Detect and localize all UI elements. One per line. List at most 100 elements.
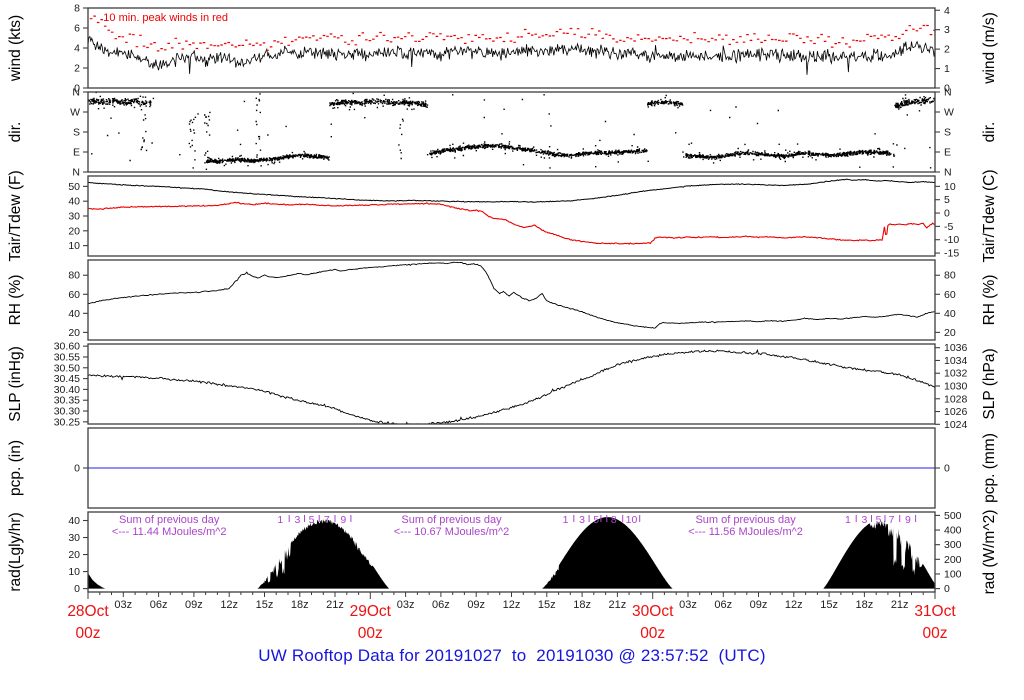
svg-text:00z: 00z [76,625,101,642]
svg-text:29Oct: 29Oct [350,603,392,620]
rad-hour-mark-label: 7 [889,514,895,526]
svg-text:30Oct: 30Oct [632,603,674,620]
sum-line2: <--- 11.44 MJoules/m^2 [112,526,227,538]
rad-ylabel-left: rad(Lgly/hr) [7,512,24,591]
rad-sum-annotation-1: Sum of previous day<--- 11.44 MJoules/m^… [112,514,227,538]
rad-area-day1 [257,519,390,589]
svg-text:0: 0 [74,83,80,95]
hour-label: 06z [432,599,450,611]
svg-text:30.40: 30.40 [54,384,80,396]
svg-text:500: 500 [944,510,962,522]
svg-text:5: 5 [944,194,950,206]
hour-label: 12z [220,599,238,611]
wind-peak-legend: 10 min. peak winds in red [103,12,228,24]
temp-tair-line [88,178,935,203]
svg-text:6: 6 [74,23,80,35]
dir-scatter-sparse [91,93,932,170]
svg-text:30.50: 30.50 [54,362,80,374]
svg-text:60: 60 [944,289,956,301]
rad-hour-mark-label: 5 [593,514,599,526]
svg-text:-10: -10 [944,234,959,246]
svg-text:N: N [944,167,952,179]
wind-content [88,15,935,75]
rh-content [88,261,935,329]
svg-text:300: 300 [944,539,962,551]
svg-text:3: 3 [944,24,950,36]
pcp-left-axis: 0 [74,463,88,475]
svg-text:N: N [72,167,80,179]
slp-panel-border [87,343,936,425]
svg-text:80: 80 [68,270,80,282]
rad-hour-mark-label: 3 [579,514,585,526]
svg-text:80: 80 [944,270,956,282]
rad-content [88,517,935,589]
day-label-29oct: 29Oct 00z [350,603,392,642]
hour-label: 21z [891,599,909,611]
temp-tdew-line [88,201,935,245]
svg-text:1: 1 [944,63,950,75]
rad-hour-mark-label: 9 [340,514,346,526]
rad-right-axis: 0 100 200 300 400 500 [935,510,962,595]
dir-scatter-ene-day1 [205,150,330,167]
rad-hour-mark-label: 9 [905,514,911,526]
temp-ylabel-right: Tair/Tdew (C) [981,169,998,262]
hour-label: 12z [785,599,803,611]
rad-hour-mark-label: 8 [611,514,617,526]
wind-wind-peaks-dashes [89,15,935,52]
temp-left-axis: 10 20 30 40 50 [68,181,88,252]
hour-label: 21z [326,599,344,611]
hour-label: 12z [503,599,521,611]
pcp-ylabel-right: pcp. (mm) [981,433,998,503]
dir-scatter-nw-night1 [329,92,429,111]
svg-text:1030: 1030 [944,380,968,392]
svg-text:30.30: 30.30 [54,406,80,418]
svg-text:31Oct: 31Oct [914,603,956,620]
sum-line1: Sum of previous day [401,514,502,526]
dir-scatter-nw-night2 [647,94,684,109]
svg-text:-5: -5 [944,221,953,233]
rad-hour-mark-label: 1 [277,514,283,526]
svg-text:W: W [70,107,80,119]
day-label-28oct: 28Oct 00z [67,603,109,642]
svg-text:0: 0 [74,463,80,475]
rad-area-day2 [542,517,673,589]
rad-hour-mark-label: 1 [563,514,569,526]
hour-label: 15z [538,599,556,611]
svg-text:0: 0 [944,83,950,95]
svg-text:00z: 00z [640,625,665,642]
svg-text:1034: 1034 [944,355,968,367]
dir-scatter-ene-day3 [682,147,896,164]
sum-line2: <--- 11.56 MJoules/m^2 [688,526,803,538]
rad-hour-mark-label: 5 [309,514,315,526]
svg-text:1026: 1026 [944,406,968,418]
rad-hour-mark-label: 10 [626,514,638,526]
svg-text:W: W [944,107,954,119]
rad-hour-mark-label: 3 [294,514,300,526]
rad-ylabel-right: rad (W/m^2) [981,510,998,595]
pcp-ylabel-left: pcp. (in) [7,440,24,496]
svg-text:0: 0 [944,208,950,220]
svg-text:200: 200 [944,554,962,566]
svg-text:10: 10 [68,240,80,252]
wind-wind-avg-line [88,35,935,75]
rh-rh-line [88,261,935,329]
hour-label: 03z [114,599,132,611]
hour-label: 06z [150,599,168,611]
svg-text:N: N [944,87,952,99]
svg-text:30: 30 [68,532,80,544]
dir-scatter-nw-early [88,92,152,109]
svg-text:40: 40 [68,196,80,208]
dir-ylabel-left: dir. [7,122,24,143]
rh-ylabel-left: RH (%) [7,275,24,326]
svg-text:60: 60 [68,289,80,301]
svg-text:30.35: 30.35 [54,395,80,407]
rh-ylabel-right: RH (%) [981,275,998,326]
svg-text:40: 40 [944,308,956,320]
svg-text:N: N [72,87,80,99]
svg-text:20: 20 [68,327,80,339]
rad-area-prev-evening [88,573,106,589]
temp-content [88,178,935,245]
